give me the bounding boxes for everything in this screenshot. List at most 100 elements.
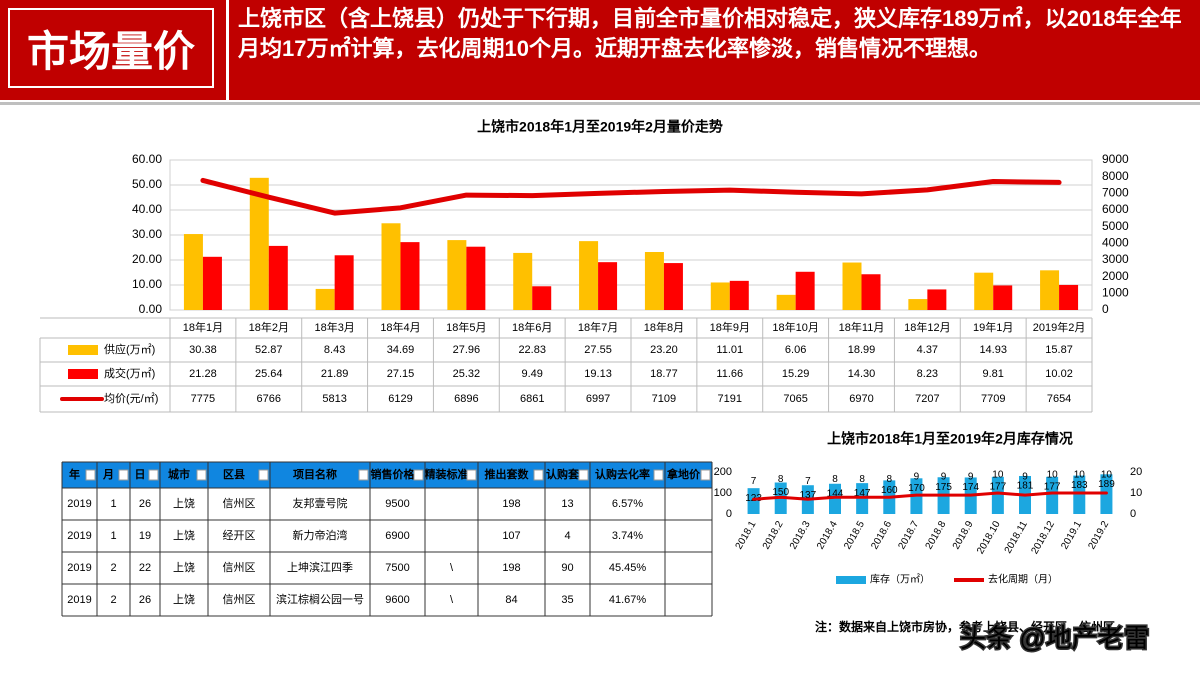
y-tick-label: 100 — [714, 487, 732, 499]
bar-value-label: 147 — [854, 488, 871, 499]
table-cell: 22 — [139, 562, 151, 574]
legend-swatch — [68, 369, 98, 379]
bar — [513, 252, 533, 310]
table-value: 7109 — [652, 393, 676, 405]
table-cell: 上饶 — [173, 529, 195, 542]
filter-button — [413, 469, 424, 481]
y2-tick-label: 20 — [1130, 466, 1142, 478]
line-value-label: 9 — [1022, 472, 1028, 483]
x-tick-label: 18年9月 — [710, 320, 750, 334]
line-value-label: 8 — [859, 474, 865, 485]
y2-tick-label: 6000 — [1102, 202, 1129, 216]
table-value: 9.49 — [522, 368, 543, 380]
header-title: 市场量价 — [8, 8, 214, 88]
table-value: 9.81 — [983, 368, 1004, 380]
y-tick-label: 0 — [726, 508, 732, 520]
table-value: 6896 — [454, 393, 478, 405]
table-header: 城市 — [168, 467, 190, 481]
table-value: 4.37 — [917, 344, 938, 356]
table-value: 6766 — [257, 393, 281, 405]
bar-value-label: 137 — [800, 490, 817, 501]
y2-tick-label: 5000 — [1102, 219, 1129, 233]
table-value: 8.23 — [917, 368, 938, 380]
table-cell: 4 — [564, 530, 570, 542]
table-value: 25.64 — [255, 368, 283, 380]
table-value: 27.55 — [584, 344, 612, 356]
bar — [532, 286, 552, 310]
bar — [842, 262, 862, 310]
table-cell: 上饶 — [173, 593, 195, 606]
bar-value-label: 183 — [1071, 480, 1088, 491]
table-cell: 6.57% — [612, 498, 643, 510]
table-cell: 13 — [561, 498, 573, 510]
x-tick-label: 2018.5 — [842, 519, 867, 551]
y-tick-label: 40.00 — [132, 202, 162, 216]
bar — [908, 299, 928, 310]
table-value: 14.30 — [848, 368, 876, 380]
footnote: 注：数据来自上饶市房协，参考上饶县、经开区、信州区 — [815, 619, 1115, 634]
table-cell: 9600 — [385, 594, 409, 606]
y2-tick-label: 1000 — [1102, 286, 1129, 300]
filter-button — [118, 469, 129, 481]
table-cell: 经开区 — [223, 529, 256, 542]
table-cell: 90 — [561, 562, 573, 574]
bar — [183, 234, 203, 310]
y2-tick-label: 8000 — [1102, 169, 1129, 183]
table-value: 15.29 — [782, 368, 810, 380]
chart-title: 上饶市2018年1月至2019年2月库存情况 — [827, 431, 1073, 447]
y2-tick-label: 0 — [1102, 302, 1109, 316]
table-header: 日 — [135, 468, 146, 481]
line-series — [200, 177, 1062, 216]
bar-value-label: 177 — [990, 481, 1007, 492]
line-value-label: 7 — [805, 476, 811, 487]
x-tick-label: 2018.6 — [869, 519, 894, 551]
bar — [202, 256, 222, 310]
line-value-label: 10 — [1047, 470, 1059, 481]
line-value-label: 9 — [914, 472, 920, 483]
table-header: 年 — [69, 467, 80, 481]
bar — [249, 177, 269, 310]
table-cell: 26 — [139, 594, 151, 606]
filter-button — [578, 469, 589, 481]
x-tick-label: 2018.7 — [896, 519, 921, 551]
table-value: 21.89 — [321, 368, 349, 380]
bar — [1046, 476, 1059, 514]
bar — [710, 282, 730, 310]
y2-tick-label: 4000 — [1102, 236, 1129, 250]
bar — [579, 241, 599, 310]
table-value: 7775 — [191, 393, 215, 405]
x-tick-label: 2018.2 — [761, 519, 786, 551]
chart-title: 上饶市2018年1月至2019年2月量价走势 — [477, 119, 723, 135]
line-value-label: 10 — [992, 470, 1004, 481]
bar — [381, 223, 401, 310]
table-header: 认购套 — [546, 467, 580, 481]
bar — [927, 289, 947, 310]
bar — [993, 285, 1013, 310]
line-value-label: 8 — [778, 474, 784, 485]
y2-tick-label: 3000 — [1102, 252, 1129, 266]
x-tick-label: 2018.1 — [734, 519, 759, 551]
table-value: 18.99 — [848, 344, 876, 356]
x-tick-label: 2019年2月 — [1033, 320, 1086, 334]
table-header: 精装标准 — [425, 467, 469, 481]
header-shadow — [0, 102, 1200, 105]
separator — [226, 0, 229, 100]
table-value: 15.87 — [1045, 344, 1073, 356]
table-value: 21.28 — [189, 368, 217, 380]
bar — [334, 255, 354, 310]
bar — [776, 294, 796, 310]
x-tick-label: 2018.12 — [1029, 519, 1057, 556]
table-cell: 信州区 — [223, 497, 256, 510]
table-cell: 2019 — [67, 594, 91, 606]
line-value-label: 10 — [1074, 470, 1086, 481]
line-value-label: 8 — [887, 474, 893, 485]
plot-frame — [169, 159, 1093, 311]
bar — [974, 272, 994, 310]
table-value: 6997 — [586, 393, 610, 405]
table-cell: \ — [450, 594, 454, 606]
x-tick-label: 19年1月 — [973, 320, 1013, 334]
line-value-label: 7 — [751, 476, 757, 487]
table-value: 14.93 — [979, 344, 1007, 356]
